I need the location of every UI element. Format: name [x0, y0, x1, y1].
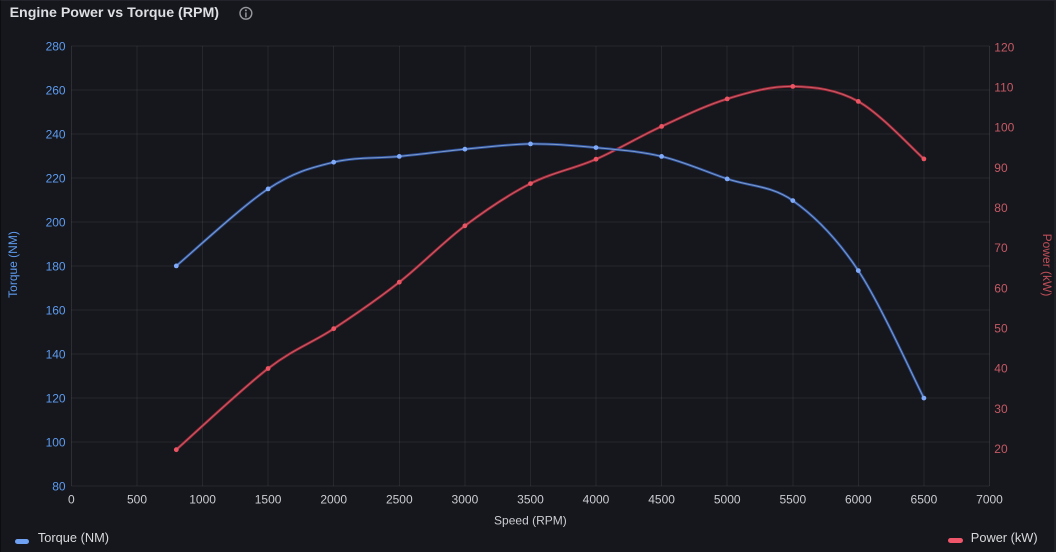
svg-text:100: 100	[46, 435, 66, 449]
svg-text:260: 260	[46, 83, 66, 97]
svg-text:160: 160	[46, 303, 66, 317]
svg-text:70: 70	[994, 241, 1008, 255]
svg-text:1500: 1500	[255, 492, 282, 506]
svg-text:120: 120	[46, 391, 66, 405]
svg-text:200: 200	[46, 215, 66, 229]
svg-text:20: 20	[994, 442, 1008, 456]
svg-text:80: 80	[52, 479, 66, 493]
svg-text:3500: 3500	[517, 492, 544, 506]
svg-text:Speed (RPM): Speed (RPM)	[494, 513, 567, 527]
svg-text:500: 500	[127, 492, 147, 506]
svg-text:4000: 4000	[583, 492, 610, 506]
svg-text:5000: 5000	[714, 492, 741, 506]
svg-text:120: 120	[994, 40, 1014, 54]
svg-text:7000: 7000	[976, 492, 1003, 506]
svg-text:30: 30	[994, 402, 1008, 416]
svg-text:140: 140	[46, 347, 66, 361]
svg-text:240: 240	[46, 127, 66, 141]
svg-text:0: 0	[68, 492, 75, 506]
svg-text:1000: 1000	[189, 492, 216, 506]
svg-text:50: 50	[994, 322, 1008, 336]
svg-text:40: 40	[994, 362, 1008, 376]
svg-text:180: 180	[46, 259, 66, 273]
svg-text:6000: 6000	[845, 492, 872, 506]
svg-text:3000: 3000	[452, 492, 479, 506]
svg-text:2500: 2500	[386, 492, 413, 506]
svg-text:4500: 4500	[648, 492, 675, 506]
svg-text:80: 80	[994, 201, 1008, 215]
svg-text:6500: 6500	[911, 492, 938, 506]
svg-text:110: 110	[994, 81, 1013, 95]
svg-text:Power (kW): Power (kW)	[1040, 234, 1054, 297]
svg-text:90: 90	[994, 161, 1008, 175]
svg-text:280: 280	[46, 39, 66, 53]
svg-text:2000: 2000	[320, 492, 347, 506]
svg-text:Torque (NM): Torque (NM)	[6, 231, 20, 298]
svg-text:60: 60	[994, 281, 1008, 295]
svg-text:100: 100	[994, 121, 1014, 135]
svg-text:220: 220	[46, 171, 66, 185]
svg-text:5500: 5500	[779, 492, 806, 506]
